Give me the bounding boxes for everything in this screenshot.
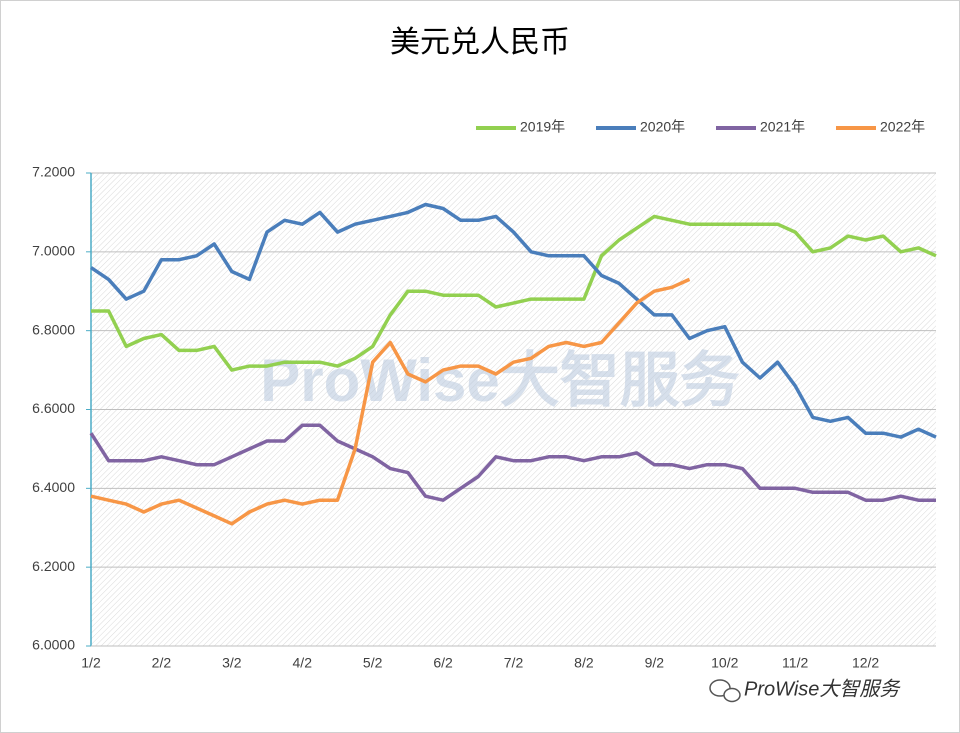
y-tick-label: 6.4000 (32, 479, 75, 495)
watermark: ProWise大智服务 (260, 347, 740, 414)
legend-label: 2020年 (640, 119, 685, 135)
x-tick-label: 5/2 (363, 655, 383, 671)
x-tick-label: 9/2 (645, 655, 665, 671)
y-tick-label: 6.2000 (32, 558, 75, 574)
legend-label: 2022年 (880, 119, 925, 135)
legend-label: 2019年 (520, 119, 565, 135)
series-line (90, 277, 691, 526)
x-tick-label: 12/2 (852, 655, 879, 671)
x-tick-label: 3/2 (222, 655, 242, 671)
x-tick-label: 7/2 (504, 655, 524, 671)
y-tick-label: 6.8000 (32, 321, 75, 337)
x-tick-label: 6/2 (433, 655, 453, 671)
x-tick-label: 10/2 (711, 655, 738, 671)
chart-title: 美元兑人民币 (390, 26, 570, 59)
x-tick-label: 8/2 (574, 655, 594, 671)
y-tick-label: 6.6000 (32, 400, 75, 416)
series-line (89, 423, 936, 502)
legend-label: 2021年 (760, 119, 805, 135)
footer: ProWise大智服务 (744, 678, 901, 700)
x-tick-label: 11/2 (782, 655, 808, 671)
x-tick-label: 1/2 (81, 655, 101, 671)
x-tick-label: 2/2 (152, 655, 172, 671)
y-tick-label: 7.0000 (32, 243, 75, 259)
y-tick-label: 6.0000 (32, 637, 75, 653)
y-tick-label: 7.2000 (32, 164, 75, 180)
x-tick-label: 4/2 (293, 655, 313, 671)
series-line (91, 214, 937, 372)
wechat-icon (709, 679, 741, 703)
series-line (90, 202, 937, 439)
